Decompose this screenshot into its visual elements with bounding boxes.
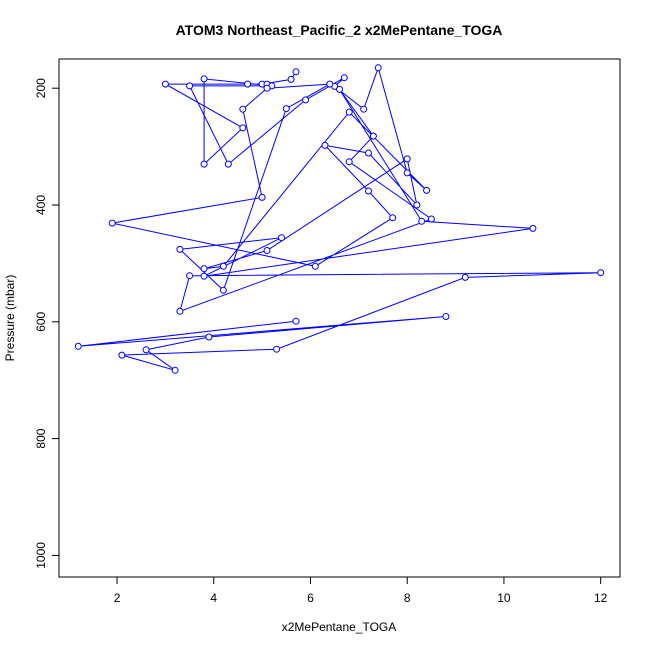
y-tick-label: 200	[34, 78, 48, 98]
axes: 2 4 6 8 10 12 200 400 600 800 1000	[34, 78, 608, 605]
data-point	[326, 80, 334, 88]
data-point	[597, 269, 605, 277]
x-tick-label: 10	[497, 591, 511, 605]
data-point	[302, 96, 310, 104]
data-point	[374, 64, 382, 72]
y-tick-label: 1000	[34, 542, 48, 569]
data-point	[219, 262, 227, 270]
data-point	[186, 272, 194, 280]
y-tick-label: 800	[34, 428, 48, 448]
chart-title: ATOM3 Northeast_Pacific_2 x2MePentane_TO…	[176, 22, 503, 38]
data-point	[200, 265, 208, 273]
y-tick-label: 400	[34, 195, 48, 215]
data-point	[403, 169, 411, 177]
plot-area	[74, 64, 605, 374]
data-point	[176, 245, 184, 253]
data-point	[239, 124, 247, 132]
data-point	[321, 141, 329, 149]
data-point	[340, 74, 348, 82]
data-point	[292, 317, 300, 325]
data-point	[200, 272, 208, 280]
data-point	[205, 333, 213, 341]
plot-frame	[58, 58, 621, 578]
data-point	[118, 351, 126, 359]
y-tick-label: 600	[34, 311, 48, 331]
data-point	[273, 345, 281, 353]
x-tick-label: 8	[404, 591, 411, 605]
data-point	[74, 342, 82, 350]
data-point	[161, 80, 169, 88]
data-point	[461, 273, 469, 281]
data-point	[360, 105, 368, 113]
data-point	[278, 234, 285, 242]
data-point	[287, 75, 295, 83]
data-point	[142, 346, 150, 354]
data-point	[108, 219, 116, 227]
x-tick-label: 6	[307, 591, 314, 605]
data-point	[529, 224, 537, 232]
data-point	[442, 313, 450, 320]
x-tick-label: 12	[594, 591, 608, 605]
data-point	[244, 80, 252, 88]
data-point	[176, 307, 184, 315]
x-tick-label: 2	[114, 591, 121, 605]
x-axis-label: x2MePentane_TOGA	[282, 620, 397, 634]
series-line	[78, 66, 601, 371]
data-point	[282, 105, 290, 113]
data-point	[263, 247, 271, 254]
data-point	[365, 149, 372, 157]
data-point	[427, 215, 435, 223]
data-point	[423, 186, 431, 194]
data-point	[258, 193, 266, 201]
data-point	[171, 366, 179, 374]
y-axis-label: Pressure (mbar)	[3, 275, 17, 362]
data-point	[413, 201, 421, 209]
data-point	[292, 68, 300, 76]
data-point	[186, 82, 194, 90]
data-point	[418, 217, 426, 225]
data-point	[336, 85, 343, 93]
data-point	[200, 75, 208, 83]
x-tick-label: 4	[210, 591, 217, 605]
data-point	[389, 214, 397, 222]
data-point	[239, 105, 247, 113]
data-point	[263, 84, 271, 92]
data-point	[200, 160, 208, 168]
data-point	[369, 132, 377, 140]
data-point	[224, 160, 232, 168]
data-point	[311, 262, 319, 270]
data-point	[345, 108, 353, 116]
data-point	[219, 286, 227, 294]
data-point	[345, 158, 353, 166]
data-point	[365, 187, 372, 195]
data-point	[403, 155, 411, 163]
